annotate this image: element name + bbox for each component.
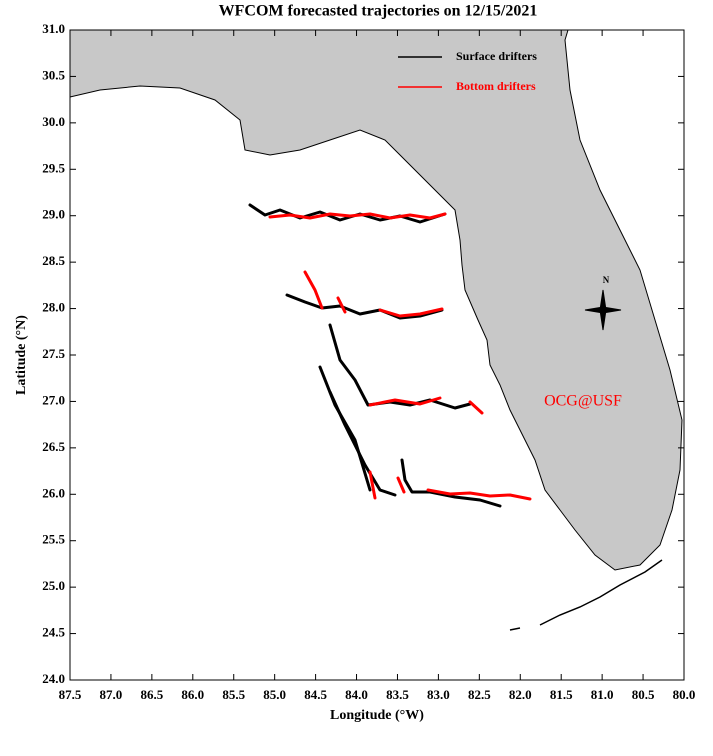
land [69,29,683,571]
bottom-track [368,470,532,501]
y-tick-label: 26.5 [42,439,65,454]
y-tick-label: 29.5 [42,160,65,175]
x-tick-label: 80.0 [673,687,696,702]
y-tick-label: 25.5 [42,532,65,547]
y-tick-label: 31.0 [42,21,65,36]
trajectories [248,203,532,508]
x-tick-label: 86.5 [140,687,163,702]
y-tick-label: 28.5 [42,253,65,268]
legend-label: Bottom drifters [456,79,536,93]
y-tick-label: 30.0 [42,114,65,129]
x-tick-label: 81.0 [591,687,614,702]
x-tick-label: 82.0 [509,687,532,702]
x-tick-label: 82.5 [468,687,491,702]
x-tick-label: 81.5 [550,687,573,702]
annotation: OCG@USF [544,393,622,410]
y-tick-label: 24.5 [42,625,65,640]
x-tick-label: 80.5 [632,687,655,702]
y-tick-label: 25.0 [42,578,65,593]
y-tick-label: 27.5 [42,346,65,361]
x-tick-label: 84.0 [345,687,368,702]
y-axis-label: Latitude (°N) [14,315,29,395]
y-tick-label: 30.5 [42,67,65,82]
x-tick-label: 84.5 [304,687,327,702]
y-tick-label: 28.0 [42,300,65,315]
bottom-track [368,396,484,415]
x-axis-label: Longitude (°W) [330,708,424,723]
surface-track [285,293,444,320]
bottom-track [268,212,447,220]
surface-track [400,458,502,508]
surface-track [248,203,447,224]
x-tick-label: 85.5 [222,687,245,702]
x-tick-label: 85.0 [263,687,286,702]
x-tick-label: 83.5 [386,687,409,702]
y-tick-label: 24.0 [42,671,65,686]
keys [509,559,663,631]
compass [584,289,622,331]
x-tick-label: 83.0 [427,687,450,702]
x-tick-label: 87.5 [59,687,82,702]
y-tick-label: 29.0 [42,207,65,222]
legend-label: Surface drifters [456,49,537,63]
compass-label: N [603,275,610,285]
y-tick-label: 26.0 [42,485,65,500]
surface-track [328,390,397,497]
map-title: WFCOM forecasted trajectories on 12/15/2… [219,3,538,20]
x-tick-label: 86.0 [181,687,204,702]
x-tick-label: 87.0 [100,687,123,702]
y-tick-label: 27.0 [42,392,65,407]
bottom-track [303,270,444,318]
